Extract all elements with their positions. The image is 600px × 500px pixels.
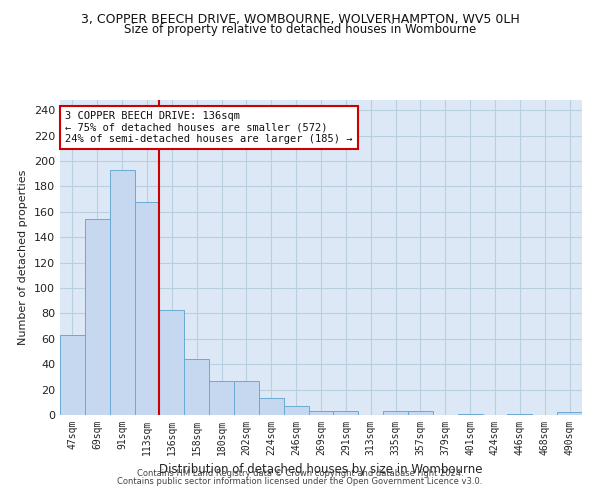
Bar <box>408 411 433 415</box>
Bar <box>184 359 209 415</box>
X-axis label: Distribution of detached houses by size in Wombourne: Distribution of detached houses by size … <box>159 464 483 476</box>
Bar <box>234 380 259 415</box>
Bar <box>383 411 408 415</box>
Bar <box>259 398 284 415</box>
Text: Contains public sector information licensed under the Open Government Licence v3: Contains public sector information licen… <box>118 477 482 486</box>
Text: 3, COPPER BEECH DRIVE, WOMBOURNE, WOLVERHAMPTON, WV5 0LH: 3, COPPER BEECH DRIVE, WOMBOURNE, WOLVER… <box>80 12 520 26</box>
Bar <box>458 414 482 415</box>
Text: 3 COPPER BEECH DRIVE: 136sqm
← 75% of detached houses are smaller (572)
24% of s: 3 COPPER BEECH DRIVE: 136sqm ← 75% of de… <box>65 111 353 144</box>
Bar <box>160 310 184 415</box>
Bar <box>209 380 234 415</box>
Bar <box>334 411 358 415</box>
Bar <box>60 335 85 415</box>
Y-axis label: Number of detached properties: Number of detached properties <box>19 170 28 345</box>
Text: Contains HM Land Registry data © Crown copyright and database right 2024.: Contains HM Land Registry data © Crown c… <box>137 468 463 477</box>
Bar <box>284 406 308 415</box>
Bar <box>308 411 334 415</box>
Bar <box>508 414 532 415</box>
Bar <box>110 170 134 415</box>
Bar <box>134 202 160 415</box>
Text: Size of property relative to detached houses in Wombourne: Size of property relative to detached ho… <box>124 22 476 36</box>
Bar <box>85 220 110 415</box>
Bar <box>557 412 582 415</box>
